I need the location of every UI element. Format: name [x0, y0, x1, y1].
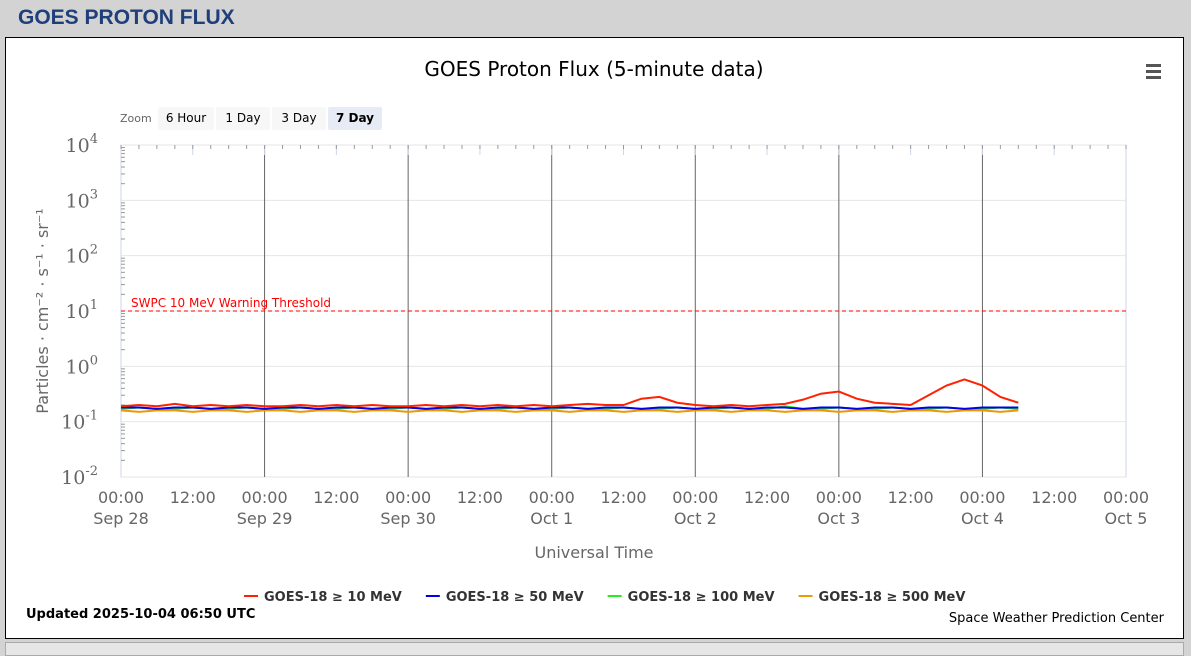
zoom-button-7-day[interactable] [328, 107, 382, 130]
x-tick-label: 12:00 [313, 488, 359, 507]
chart-panel: GOES Proton Flux (5-minute data) Zoom 6 Ho… [5, 37, 1184, 639]
zoom-button-1-day[interactable] [216, 107, 270, 130]
zoom-button-3-day[interactable] [272, 107, 326, 130]
horizontal-scrollbar[interactable] [5, 642, 1184, 656]
x-tick-label: 12:00 [744, 488, 790, 507]
x-tick-date: Sep 29 [237, 509, 293, 528]
legend-item[interactable]: GOES-18 ≥ 10 MeV [264, 590, 402, 605]
x-tick-label: 00:00 [816, 488, 862, 507]
x-tick-date: Sep 28 [93, 509, 149, 528]
series-line [120, 409, 1019, 413]
y-tick-label: 10-2 [61, 464, 98, 489]
credit-label: Space Weather Prediction Center [949, 611, 1165, 626]
x-tick-label: 12:00 [1031, 488, 1077, 507]
page-title: GOES PROTON FLUX [18, 6, 235, 29]
zoom-button-label[interactable]: 1 Day [225, 111, 260, 125]
x-tick-label: 00:00 [529, 488, 575, 507]
x-tick-date: Oct 2 [674, 509, 717, 528]
y-tick-label: 102 [66, 243, 98, 268]
y-tick-label: 100 [66, 353, 98, 378]
legend-item[interactable]: GOES-18 ≥ 100 MeV [628, 590, 775, 605]
legend-item[interactable]: GOES-18 ≥ 50 MeV [446, 590, 584, 605]
x-tick-date: Oct 4 [961, 509, 1004, 528]
x-tick-label: 00:00 [1103, 488, 1149, 507]
x-axis-title: Universal Time [534, 543, 653, 562]
y-tick-label: 103 [66, 187, 98, 212]
x-tick-date: Oct 1 [530, 509, 573, 528]
zoom-button-6-hour[interactable] [158, 107, 214, 130]
x-tick-date: Oct 5 [1105, 509, 1148, 528]
hamburger-menu-icon[interactable] [1146, 64, 1161, 79]
x-tick-label: 00:00 [242, 488, 288, 507]
threshold-label: SWPC 10 MeV Warning Threshold [131, 296, 331, 310]
x-tick-label: 00:00 [959, 488, 1005, 507]
x-tick-label: 12:00 [170, 488, 216, 507]
y-tick-label: 101 [66, 298, 98, 323]
x-tick-date: Oct 3 [817, 509, 860, 528]
x-tick-label: 12:00 [457, 488, 503, 507]
series-line [121, 406, 1019, 410]
x-tick-label: 00:00 [385, 488, 431, 507]
y-tick-label: 10-1 [61, 409, 98, 434]
x-tick-label: 12:00 [888, 488, 934, 507]
x-tick-label: 00:00 [672, 488, 718, 507]
proton-flux-chart: GOES Proton Flux (5-minute data) Zoom 6 Ho… [26, 57, 1165, 626]
x-tick-label: 12:00 [600, 488, 646, 507]
zoom-button-label[interactable]: 7 Day [336, 111, 374, 125]
zoom-button-label[interactable]: 3 Day [281, 111, 316, 125]
chart-title: GOES Proton Flux (5-minute data) [424, 57, 763, 81]
x-tick-label: 00:00 [98, 488, 144, 507]
zoom-button-label[interactable]: 6 Hour [166, 111, 206, 125]
zoom-label: Zoom [120, 112, 152, 125]
series-line [120, 378, 1019, 408]
x-tick-date: Sep 30 [380, 509, 436, 528]
legend-item[interactable]: GOES-18 ≥ 500 MeV [819, 590, 966, 605]
updated-timestamp: Updated 2025-10-04 06:50 UTC [26, 607, 255, 622]
y-tick-label: 104 [66, 132, 98, 157]
y-axis-title: Particles · cm⁻² · s⁻¹ · sr⁻¹ [33, 208, 52, 413]
